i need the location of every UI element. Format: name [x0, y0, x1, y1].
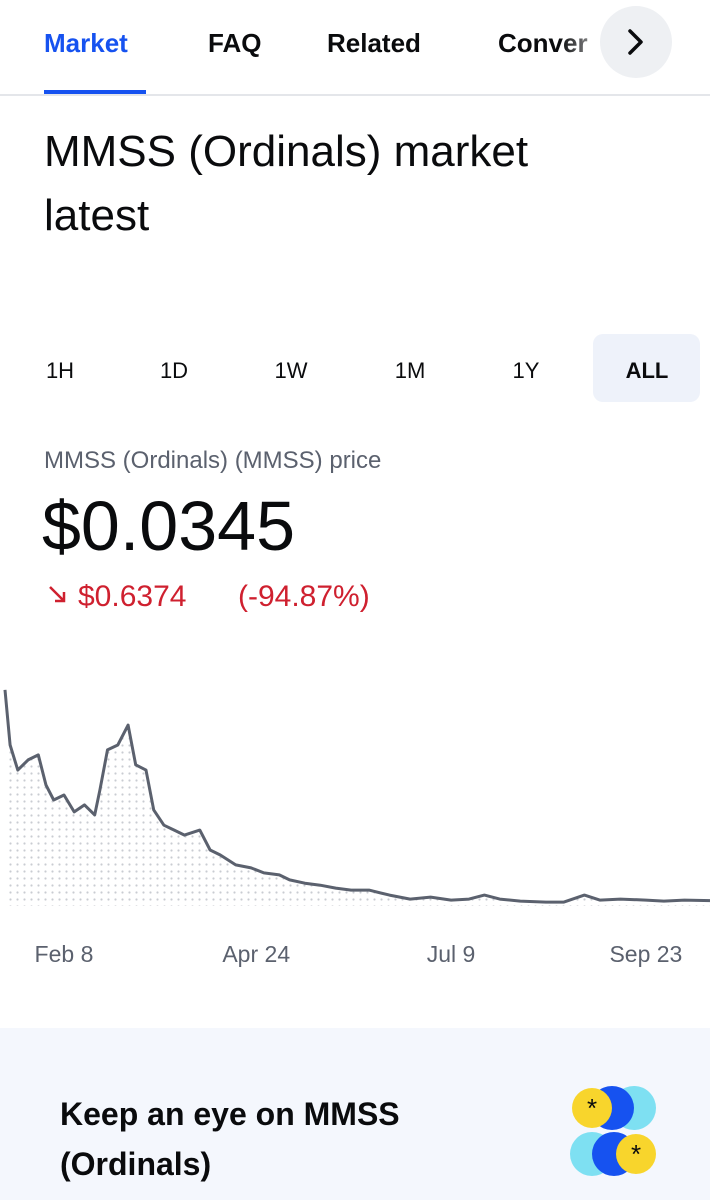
scroll-button-bg[interactable] [600, 6, 672, 78]
selected-range-bg [593, 334, 700, 402]
card-title: Keep an eye on MMSS [60, 1096, 400, 1132]
title: latest [44, 191, 149, 240]
active-tab-underline [44, 90, 146, 94]
card-title: (Ordinals) [60, 1146, 211, 1182]
x-tick-label: Jul 9 [427, 941, 476, 967]
range-option[interactable]: 1M [395, 358, 426, 383]
down-arrow-icon [49, 586, 66, 603]
x-tick-label: Sep 23 [609, 941, 682, 967]
price-line [3, 689, 710, 904]
x-tick-label: Apr 24 [222, 941, 290, 967]
scroll-button[interactable] [600, 6, 672, 78]
range-option[interactable]: 1Y [513, 358, 540, 383]
watch-icon: * * [570, 1086, 656, 1176]
title: MMSS (Ordinals) market [44, 127, 528, 176]
price: $0.0345 [42, 487, 295, 565]
area-fill [5, 689, 710, 906]
svg-text:*: * [587, 1093, 597, 1123]
x-tick-label: Feb 8 [35, 941, 94, 967]
svg-text:*: * [631, 1139, 641, 1169]
tab[interactable]: FAQ [208, 28, 261, 58]
price-change-percent: (-94.87%) [238, 580, 370, 613]
price-chart: Feb 8 Apr 24 Jul 9 Sep 23 [3, 689, 710, 967]
range-option[interactable]: 1W [275, 358, 308, 383]
range-option[interactable]: 1H [46, 358, 74, 383]
tab[interactable]: Related [327, 28, 421, 58]
price-label: MMSS (Ordinals) (MMSS) price [44, 447, 381, 474]
tab-bar: Market FAQ Related Conver [44, 28, 588, 58]
tab[interactable]: Market [44, 28, 128, 58]
chevron-icon[interactable] [628, 29, 643, 55]
range-selector: 1H 1D 1W 1M 1Y ALL [46, 358, 668, 383]
range-option[interactable]: 1D [160, 358, 188, 383]
price-change: $0.6374 [78, 580, 186, 613]
range-option[interactable]: ALL [626, 358, 669, 383]
